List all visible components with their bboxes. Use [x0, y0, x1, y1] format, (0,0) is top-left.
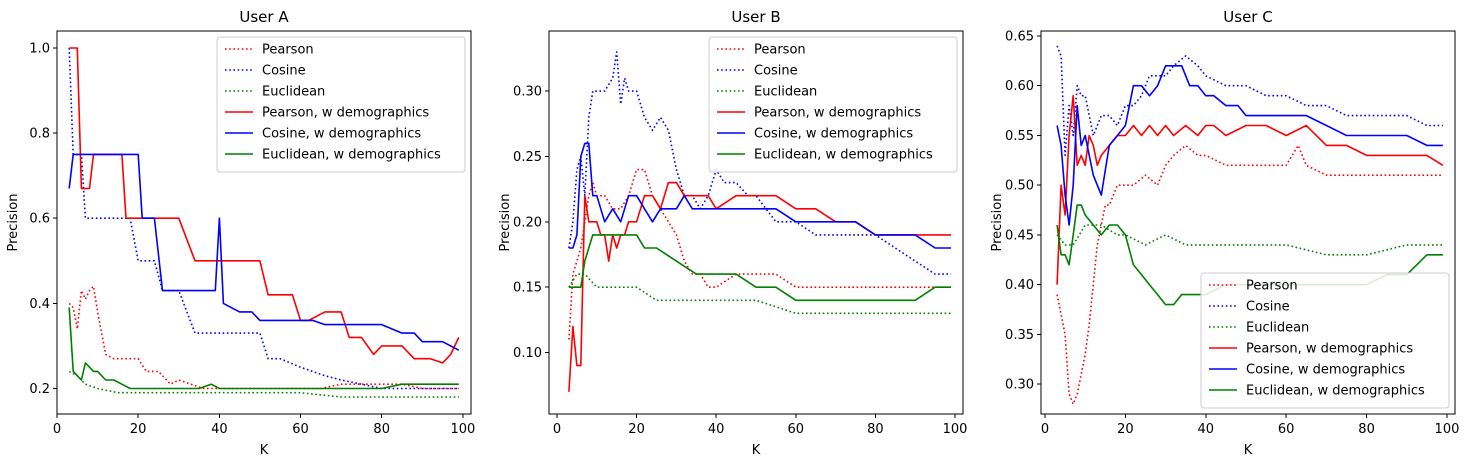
legend-label: Pearson, w demographics	[262, 106, 429, 121]
x-tick-label: 40	[708, 422, 725, 437]
series-line-cosine-w-demographics	[568, 142, 952, 249]
y-axis-label: Precision	[990, 193, 1005, 251]
legend: Pearson Cosine Euclidean Pearson, w demogra…	[708, 36, 958, 173]
legend-label: Cosine	[754, 64, 798, 79]
series-line-pearson	[1056, 144, 1443, 405]
x-tick-label: 100	[943, 422, 968, 437]
chart-panel-2: 0 20 40 60 80 100 0.10 0.15 0.20 0.25 0.30 User B K P…	[498, 8, 967, 458]
chart-panel-1: 0 20 40 60 80 100 0.2 0.4 0.6 0.8 1.0 User A K Precis…	[6, 8, 475, 458]
y-tick-label: 0.8	[29, 127, 50, 142]
x-tick-label: 60	[1278, 422, 1295, 437]
y-tick-label: 0.2	[29, 382, 50, 397]
y-tick-label: 0.35	[1005, 328, 1034, 343]
x-axis-label: K	[752, 443, 761, 458]
legend-label: Euclidean	[754, 85, 817, 100]
y-tick-label: 1.0	[29, 42, 50, 57]
y-tick-label: 0.60	[1005, 79, 1034, 94]
series-group	[568, 51, 952, 392]
axes-frame	[56, 30, 472, 415]
series-line-euclidean-w-demographics	[568, 234, 952, 302]
y-tick-label: 0.10	[513, 346, 542, 361]
legend-box	[1200, 272, 1450, 409]
y-tick-label: 0.40	[1005, 278, 1034, 293]
axes-frame	[548, 30, 964, 415]
series-group	[68, 47, 460, 398]
x-tick-label: 0	[53, 422, 61, 437]
y-axis-label: Precision	[498, 193, 513, 251]
x-tick-label: 60	[292, 422, 309, 437]
legend-label: Cosine	[1246, 300, 1290, 315]
axes-frame	[1040, 30, 1456, 415]
series-line-cosine	[1056, 45, 1443, 157]
legend-label: Pearson	[754, 43, 806, 58]
legend: Pearson Cosine Euclidean Pearson, w demogra…	[216, 36, 466, 173]
x-axis-label: K	[1244, 443, 1253, 458]
x-tick-label: 40	[211, 422, 228, 437]
legend-label: Euclidean, w demographics	[262, 148, 441, 163]
chart-title: User A	[239, 8, 289, 26]
legend-label: Pearson	[262, 43, 314, 58]
series-line-cosine	[568, 51, 952, 275]
y-tick-label: 0.50	[1005, 179, 1034, 194]
legend-label: Euclidean, w demographics	[1246, 384, 1425, 399]
legend-label: Pearson, w demographics	[754, 106, 921, 121]
chart-title: User B	[731, 8, 780, 26]
legend-label: Cosine, w demographics	[754, 127, 913, 142]
x-tick-label: 60	[788, 422, 805, 437]
x-axis-label: K	[260, 443, 269, 458]
chart-title: User C	[1223, 8, 1272, 26]
legend: Pearson Cosine Euclidean Pearson, w demogra…	[1200, 272, 1450, 409]
series-line-pearson	[68, 285, 459, 390]
x-tick-label: 80	[373, 422, 390, 437]
series-line-cosine-w-demographics	[1056, 65, 1443, 226]
x-tick-label: 40	[1198, 422, 1215, 437]
y-tick-label: 0.6	[29, 212, 50, 227]
legend-label: Pearson	[1246, 279, 1298, 294]
legend-label: Euclidean, w demographics	[754, 148, 933, 163]
legend-label: Cosine, w demographics	[262, 127, 421, 142]
y-tick-label: 0.4	[29, 297, 50, 312]
y-tick-label: 0.45	[1005, 228, 1034, 243]
x-tick-label: 80	[867, 422, 884, 437]
y-axis-label: Precision	[6, 193, 21, 251]
x-tick-label: 20	[130, 422, 147, 437]
series-line-cosine-w-demographics	[68, 153, 460, 351]
series-line-euclidean	[1056, 224, 1443, 256]
y-tick-label: 0.30	[513, 85, 542, 100]
legend-box	[216, 36, 466, 173]
series-line-euclidean	[568, 273, 952, 315]
series-line-cosine	[68, 47, 459, 390]
legend-box	[708, 36, 958, 173]
x-tick-label: 0	[553, 422, 561, 437]
legend-label: Euclidean	[262, 85, 325, 100]
y-tick-label: 0.55	[1005, 129, 1034, 144]
series-line-euclidean	[68, 370, 459, 398]
y-tick-label: 0.30	[1005, 378, 1034, 393]
y-tick-label: 0.65	[1005, 29, 1034, 44]
y-tick-label: 0.15	[513, 281, 542, 296]
series-line-euclidean-w-demographics	[68, 307, 459, 390]
x-tick-label: 100	[1435, 422, 1460, 437]
y-tick-label: 0.20	[513, 215, 542, 230]
legend-label: Cosine	[262, 64, 306, 79]
legend-label: Cosine, w demographics	[1246, 363, 1405, 378]
y-tick-label: 0.25	[513, 150, 542, 165]
legend-label: Pearson, w demographics	[1246, 342, 1413, 357]
series-line-pearson-w-demographics	[568, 181, 952, 392]
x-tick-label: 20	[628, 422, 645, 437]
x-tick-label: 0	[1041, 422, 1049, 437]
x-tick-label: 80	[1358, 422, 1375, 437]
legend-label: Euclidean	[1246, 321, 1309, 336]
series-line-pearson-w-demographics	[1056, 94, 1444, 285]
x-tick-label: 20	[1117, 422, 1134, 437]
chart-panel-3: 0 20 40 60 80 100 0.30 0.35 0.40 0.45 0.50 0.55 0.60…	[990, 8, 1459, 458]
x-tick-label: 100	[450, 422, 475, 437]
